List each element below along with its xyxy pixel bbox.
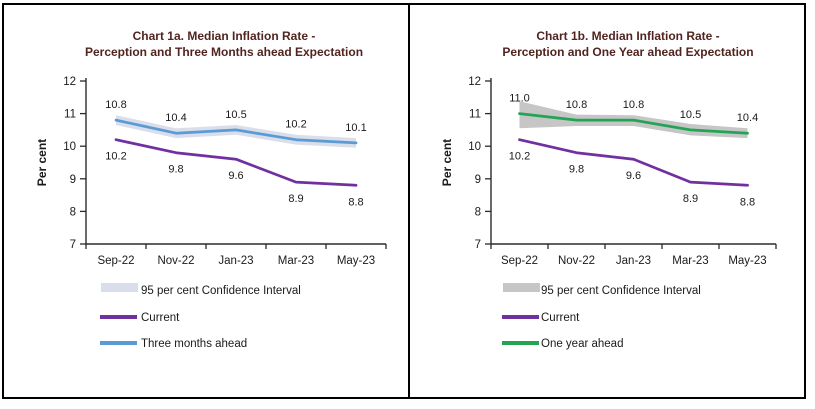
data-label: 8.8	[740, 196, 755, 208]
legend-series-label: Current	[141, 312, 180, 324]
legend-band-label: 95 per cent Confidence Interval	[541, 285, 701, 297]
data-label: 8.9	[683, 193, 698, 205]
data-label: 10.5	[225, 109, 246, 121]
chart-title-line1: Chart 1a. Median Inflation Rate -	[133, 29, 316, 43]
legend-band-swatch	[101, 283, 138, 292]
y-axis-title: Per cent	[440, 139, 454, 186]
y-tick-label: 9	[70, 174, 76, 186]
data-label: 10.4	[165, 112, 186, 124]
data-label: 10.2	[105, 151, 126, 163]
series-line-current	[518, 138, 749, 187]
series-line-current	[114, 138, 358, 187]
series-line-one-year-ahead	[518, 112, 749, 135]
x-tick-label: Nov-22	[558, 255, 595, 267]
x-tick-label: Sep-22	[97, 255, 134, 267]
y-tick-label: 7	[475, 239, 481, 251]
x-tick-label: Mar-23	[278, 255, 314, 267]
data-label: 11.0	[509, 93, 530, 105]
chart-1b-one-year: Chart 1b. Median Inflation Rate - Percept…	[440, 29, 777, 350]
legend-series-label: One year ahead	[541, 338, 623, 350]
y-tick-label: 11	[469, 109, 481, 121]
y-tick-label: 10	[63, 141, 76, 153]
axes	[85, 78, 386, 245]
data-label: 8.9	[288, 193, 303, 205]
data-label: 10.4	[737, 112, 758, 124]
y-tick-label: 12	[63, 76, 76, 88]
legend-series-label: Three months ahead	[141, 338, 247, 350]
data-label: 8.8	[348, 196, 363, 208]
data-label: 10.8	[105, 99, 126, 111]
x-tick-label: Jan-23	[218, 255, 253, 267]
y-tick-label: 11	[64, 109, 76, 121]
data-label: 10.8	[623, 99, 644, 111]
y-tick-label: 8	[70, 206, 76, 218]
legend-band-label: 95 per cent Confidence Interval	[141, 285, 301, 297]
chart-title-line2: Perception and One Year ahead Expectatio…	[502, 45, 753, 59]
x-tick-label: May-23	[728, 255, 766, 267]
x-tick-label: Sep-22	[501, 255, 538, 267]
chart-title-line1: Chart 1b. Median Inflation Rate -	[536, 29, 719, 43]
y-tick-label: 8	[475, 206, 481, 218]
legend-band-swatch	[503, 283, 540, 292]
y-tick-label: 7	[70, 239, 76, 251]
data-label: 10.8	[566, 99, 587, 111]
x-tick-label: Mar-23	[672, 255, 708, 267]
x-tick-label: May-23	[337, 255, 375, 267]
y-tick-label: 10	[468, 141, 481, 153]
data-label: 10.1	[345, 122, 366, 134]
data-label: 9.8	[168, 164, 183, 176]
outer-frame	[2, 3, 806, 399]
panel-divider	[408, 5, 410, 397]
data-label: 9.8	[569, 164, 584, 176]
y-axis-title: Per cent	[35, 139, 49, 186]
data-label: 10.5	[680, 109, 701, 121]
data-label: 9.6	[228, 170, 243, 182]
data-label: 10.2	[509, 151, 530, 163]
chart-title-line2: Perception and Three Months ahead Expect…	[85, 45, 363, 59]
chart-1a-three-months: Chart 1a. Median Inflation Rate - Percept…	[35, 29, 387, 350]
y-tick-label: 12	[468, 76, 481, 88]
y-tick-label: 9	[475, 174, 481, 186]
series-line-three-months-ahead	[114, 118, 358, 145]
legend-series-label: Current	[541, 312, 580, 324]
data-label: 10.2	[285, 119, 306, 131]
x-tick-label: Nov-22	[157, 255, 194, 267]
data-label: 9.6	[626, 170, 641, 182]
x-tick-label: Jan-23	[616, 255, 651, 267]
